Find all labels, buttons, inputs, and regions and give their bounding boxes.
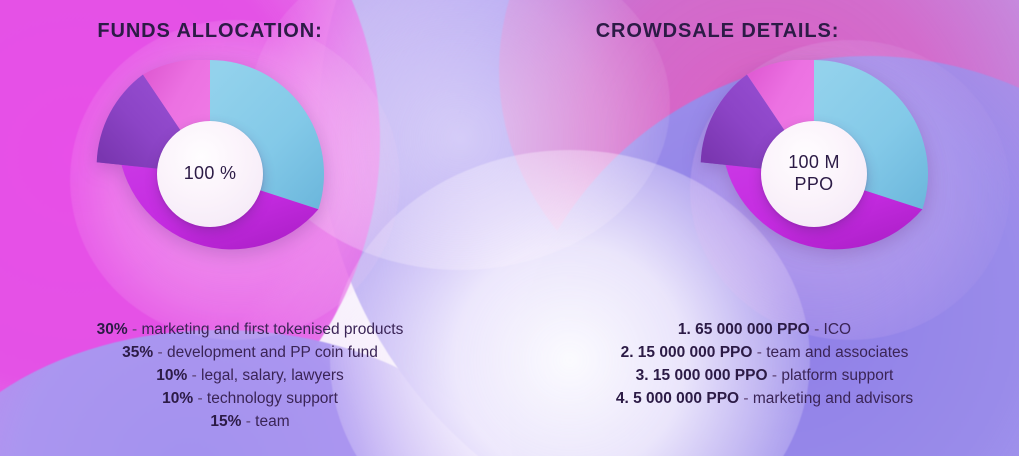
legend-key: 3. 15 000 000 PPO [635, 367, 768, 384]
legend-key: 10% [162, 390, 194, 407]
legend-value: technology support [206, 390, 338, 407]
legend-value: marketing and advisors [752, 390, 914, 407]
page-title-crowdsale-details: CROWDSALE DETAILS: [595, 20, 840, 42]
legend-separator: - [814, 321, 820, 338]
funds-allocation-legend: 30% - marketing and first tokenised prod… [0, 318, 500, 433]
legend-separator: - [743, 390, 749, 407]
legend-key: 1. 65 000 000 PPO [677, 321, 810, 338]
legend-separator: - [245, 413, 251, 430]
crowdsale-details-section: CROWDSALE DETAILS: [510, 0, 1019, 456]
crowdsale-details-donut-chart: 100 M PPO [700, 60, 928, 288]
legend-value: legal, salary, lawyers [201, 367, 344, 384]
legend-value: marketing and first tokenised products [141, 321, 404, 338]
donut-center-value-right: 100 M PPO [788, 152, 840, 196]
legend-item: 10% - legal, salary, lawyers [0, 364, 500, 387]
donut-center-hub-right: 100 M PPO [761, 121, 867, 227]
donut-center-line2: PPO [794, 174, 834, 194]
legend-separator: - [756, 344, 762, 361]
legend-item: 35% - development and PP coin fund [0, 341, 500, 364]
legend-value: development and PP coin fund [166, 344, 378, 361]
legend-key: 30% [96, 321, 128, 338]
legend-item: 4. 5 000 000 PPO - marketing and advisor… [510, 387, 1019, 410]
legend-key: 10% [156, 367, 188, 384]
donut-center-line1: 100 M [788, 152, 840, 173]
legend-value: team [255, 413, 290, 430]
legend-separator: - [131, 321, 138, 338]
legend-separator: - [191, 367, 197, 384]
funds-allocation-section: FUNDS ALLOCATION: [0, 0, 500, 456]
donut-center-value-left: 100 % [183, 163, 237, 184]
legend-key: 2. 15 000 000 PPO [620, 344, 753, 361]
page-title-funds-allocation: FUNDS ALLOCATION: [97, 20, 323, 42]
legend-value: team and associates [766, 344, 909, 361]
donut-center-hub-left: 100 % [157, 121, 263, 227]
legend-key: 35% [122, 344, 154, 361]
funds-allocation-donut-chart: 100 % [96, 60, 324, 288]
legend-key: 15% [210, 413, 242, 430]
legend-item: 1. 65 000 000 PPO - ICO [510, 318, 1019, 341]
legend-value: ICO [823, 321, 852, 338]
legend-item: 2. 15 000 000 PPO - team and associates [510, 341, 1019, 364]
legend-separator: - [771, 367, 778, 384]
legend-key: 4. 5 000 000 PPO [615, 390, 740, 407]
legend-separator: - [197, 390, 203, 407]
legend-item: 3. 15 000 000 PPO - platform support [510, 364, 1019, 387]
legend-value: platform support [781, 367, 894, 384]
legend-item: 15% - team [0, 410, 500, 433]
legend-item: 10% - technology support [0, 387, 500, 410]
crowdsale-details-legend: 1. 65 000 000 PPO - ICO 2. 15 000 000 PP… [510, 318, 1019, 410]
legend-item: 30% - marketing and first tokenised prod… [0, 318, 500, 341]
legend-separator: - [157, 344, 163, 361]
